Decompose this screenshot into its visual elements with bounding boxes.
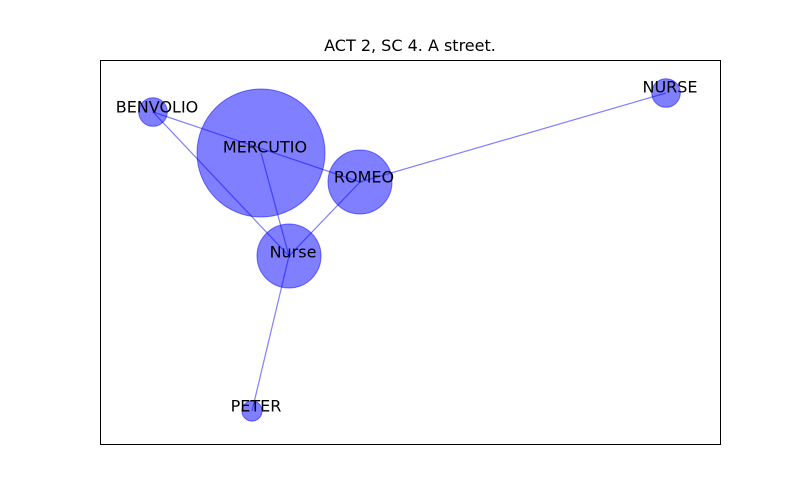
node-nurse	[651, 78, 681, 108]
node-romeo	[327, 149, 393, 215]
node-label-nurse: NURSE	[642, 78, 697, 97]
node-label-mercutio: MERCUTIO	[223, 138, 307, 157]
chart-title: ACT 2, SC 4. A street.	[324, 36, 496, 55]
node-label-nurse-small-caps: Nurse	[270, 243, 317, 262]
edge-romeo-nurse	[359, 92, 667, 183]
node-benvolio	[138, 97, 168, 127]
node-nurse-small-caps	[256, 223, 322, 289]
labels-layer: BENVOLIO MERCUTIO ROMEO Nurse NURSE PETER	[116, 78, 698, 416]
node-mercutio	[196, 88, 326, 218]
node-label-benvolio: BENVOLIO	[116, 98, 199, 117]
nodes-layer	[138, 78, 681, 422]
node-peter	[241, 400, 263, 422]
node-label-peter: PETER	[231, 397, 282, 416]
plot-frame	[100, 60, 721, 445]
node-label-romeo: ROMEO	[334, 168, 394, 187]
